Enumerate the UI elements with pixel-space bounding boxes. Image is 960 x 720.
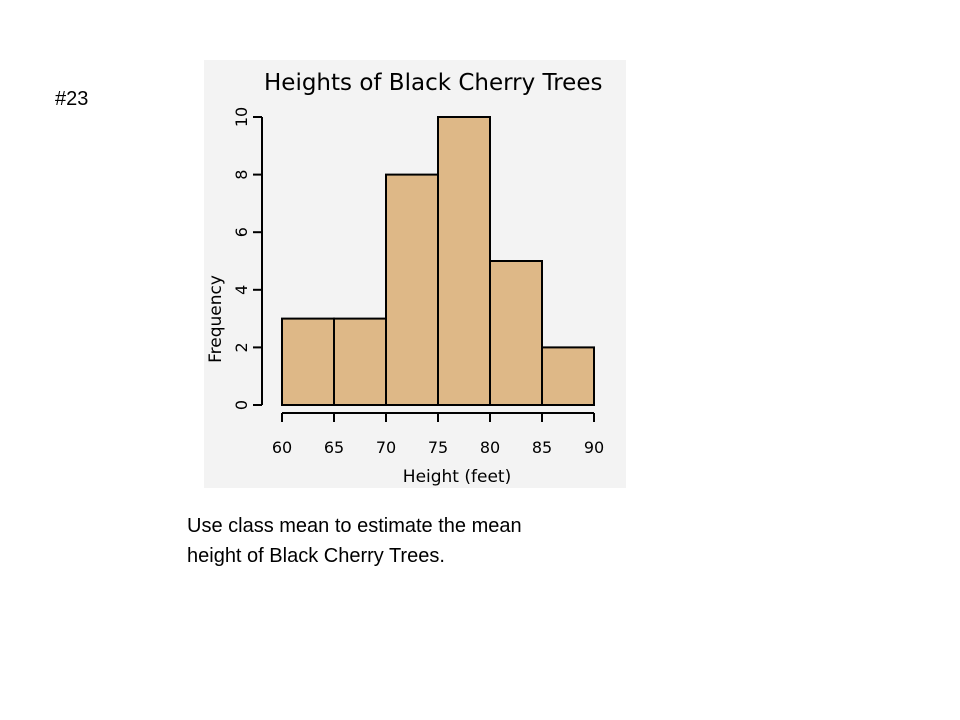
y-tick-label-4: 4 bbox=[232, 285, 251, 295]
x-tick-label-90: 90 bbox=[584, 438, 604, 457]
y-tick-label-2: 2 bbox=[232, 342, 251, 352]
x-tick-label-60: 60 bbox=[272, 438, 292, 457]
histogram-bar-85-90 bbox=[541, 346, 595, 406]
x-tick-label-75: 75 bbox=[428, 438, 448, 457]
histogram-bar-65-70 bbox=[333, 317, 387, 407]
histogram-chart: Heights of Black Cherry Trees 0 2 4 6 8 10 60… bbox=[204, 60, 626, 488]
y-axis: 0 2 4 6 8 10 bbox=[232, 107, 263, 410]
chart-title: Heights of Black Cherry Trees bbox=[264, 70, 602, 96]
histogram-bar-60-65 bbox=[281, 317, 335, 407]
y-tick-label-0: 0 bbox=[232, 400, 251, 410]
question-line-2: height of Black Cherry Trees. bbox=[187, 545, 445, 567]
problem-number: #23 bbox=[55, 88, 89, 110]
histogram-bar-70-75 bbox=[385, 173, 439, 406]
histogram-svg: Heights of Black Cherry Trees 0 2 4 6 8 10 60… bbox=[206, 70, 604, 487]
x-axis-label: Height (feet) bbox=[403, 467, 511, 487]
y-tick-label-10: 10 bbox=[232, 107, 251, 127]
histogram-bar-75-80 bbox=[437, 116, 491, 406]
y-tick-label-8: 8 bbox=[232, 170, 251, 180]
y-tick-label-6: 6 bbox=[232, 227, 251, 237]
x-tick-label-85: 85 bbox=[532, 438, 552, 457]
histogram-bar-80-85 bbox=[489, 260, 543, 406]
x-tick-label-65: 65 bbox=[324, 438, 344, 457]
x-tick-label-80: 80 bbox=[480, 438, 500, 457]
y-axis-label: Frequency bbox=[206, 275, 226, 363]
question-line-1: Use class mean to estimate the mean bbox=[187, 515, 522, 537]
bars-group bbox=[281, 116, 595, 407]
question-text: Use class mean to estimate the mean heig… bbox=[187, 511, 627, 571]
x-axis: 60 65 70 75 80 85 90 bbox=[272, 412, 604, 457]
x-tick-label-70: 70 bbox=[376, 438, 396, 457]
